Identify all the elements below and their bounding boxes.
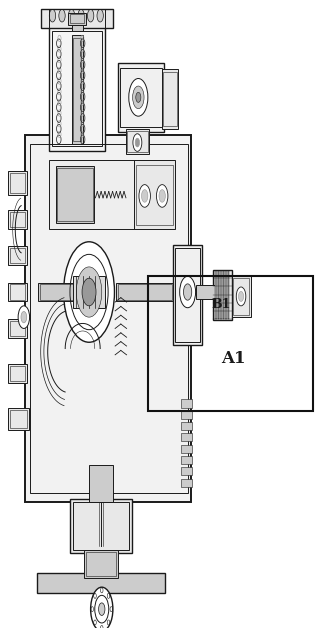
Bar — [181, 399, 192, 408]
Text: A1: A1 — [221, 350, 245, 367]
Bar — [223, 271, 224, 319]
Bar — [8, 283, 27, 301]
Bar — [127, 131, 148, 152]
Bar — [118, 284, 172, 300]
Circle shape — [136, 92, 141, 102]
Bar — [213, 270, 232, 320]
Circle shape — [59, 9, 65, 22]
Bar — [10, 284, 25, 300]
Bar — [228, 271, 229, 319]
Bar — [218, 271, 219, 319]
Circle shape — [99, 603, 105, 615]
Bar — [73, 38, 81, 141]
Bar — [73, 276, 105, 308]
Bar — [181, 456, 192, 464]
Circle shape — [133, 134, 142, 151]
Bar — [73, 502, 129, 550]
Bar — [10, 321, 25, 336]
Circle shape — [82, 278, 96, 306]
Bar — [8, 319, 27, 338]
Bar — [10, 366, 25, 381]
Circle shape — [142, 190, 148, 202]
Text: B1: B1 — [211, 298, 231, 311]
Circle shape — [156, 185, 168, 207]
Circle shape — [91, 587, 113, 628]
Bar — [10, 248, 25, 263]
Circle shape — [236, 287, 246, 306]
Bar — [181, 422, 192, 430]
Circle shape — [97, 9, 103, 22]
Bar — [10, 212, 25, 227]
Bar — [25, 135, 191, 502]
Bar — [84, 550, 118, 578]
Circle shape — [183, 284, 192, 300]
Bar — [181, 411, 192, 419]
Bar — [134, 160, 175, 229]
Circle shape — [87, 9, 94, 22]
Bar — [41, 9, 113, 28]
Bar — [10, 173, 25, 193]
Bar — [49, 160, 170, 229]
Bar — [148, 276, 313, 411]
Circle shape — [133, 86, 144, 109]
Bar — [72, 25, 83, 31]
Bar — [181, 433, 192, 441]
Bar — [30, 144, 188, 493]
Bar — [8, 210, 27, 229]
Bar — [196, 285, 215, 299]
Bar — [38, 283, 89, 301]
Circle shape — [139, 185, 150, 207]
Bar — [232, 276, 251, 317]
Bar — [225, 271, 227, 319]
Circle shape — [21, 311, 27, 323]
Bar — [181, 445, 192, 453]
Bar — [70, 14, 84, 23]
Circle shape — [68, 9, 75, 22]
Bar — [233, 278, 249, 315]
Bar — [8, 246, 27, 265]
Circle shape — [180, 276, 196, 308]
Circle shape — [18, 306, 30, 328]
Bar — [56, 166, 94, 223]
Bar — [175, 248, 200, 342]
Bar — [70, 499, 132, 553]
Bar — [86, 552, 116, 576]
Circle shape — [76, 267, 102, 317]
Bar — [181, 467, 192, 475]
Bar — [120, 68, 162, 127]
Bar — [215, 271, 217, 319]
Circle shape — [129, 78, 148, 116]
Circle shape — [78, 9, 84, 22]
Bar — [57, 168, 93, 221]
Bar — [136, 165, 173, 225]
Bar — [118, 63, 164, 132]
Bar — [126, 129, 149, 154]
Bar — [116, 283, 173, 301]
Bar — [220, 271, 222, 319]
Bar — [8, 171, 27, 195]
Circle shape — [64, 242, 114, 342]
Circle shape — [49, 9, 56, 22]
Bar — [37, 573, 165, 593]
Bar — [163, 72, 177, 126]
Circle shape — [238, 291, 244, 301]
Bar — [162, 69, 178, 129]
Circle shape — [159, 190, 165, 202]
Bar — [10, 410, 27, 428]
Bar — [173, 245, 202, 345]
Bar — [68, 13, 86, 25]
Bar — [40, 284, 87, 300]
Bar — [49, 25, 105, 151]
Circle shape — [135, 138, 140, 147]
Bar — [181, 479, 192, 487]
Bar — [72, 35, 83, 144]
Bar — [49, 9, 105, 28]
Bar — [52, 31, 102, 146]
Bar — [89, 465, 113, 502]
Bar — [8, 364, 27, 383]
Bar — [8, 408, 29, 430]
